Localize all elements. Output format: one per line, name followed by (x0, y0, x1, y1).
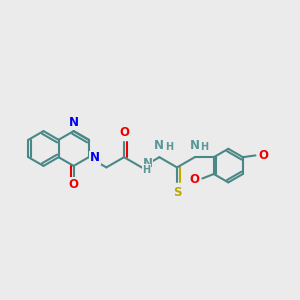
Text: O: O (259, 149, 269, 162)
Text: N: N (154, 140, 164, 152)
Text: H: H (165, 142, 173, 152)
Text: H: H (200, 142, 208, 152)
Text: S: S (173, 186, 181, 199)
Text: H: H (142, 165, 151, 175)
Text: N: N (142, 157, 153, 170)
Text: O: O (119, 126, 129, 139)
Text: O: O (189, 172, 200, 186)
Text: O: O (69, 178, 79, 191)
Text: N: N (190, 140, 200, 152)
Text: N: N (90, 151, 100, 164)
Text: N: N (69, 116, 79, 129)
